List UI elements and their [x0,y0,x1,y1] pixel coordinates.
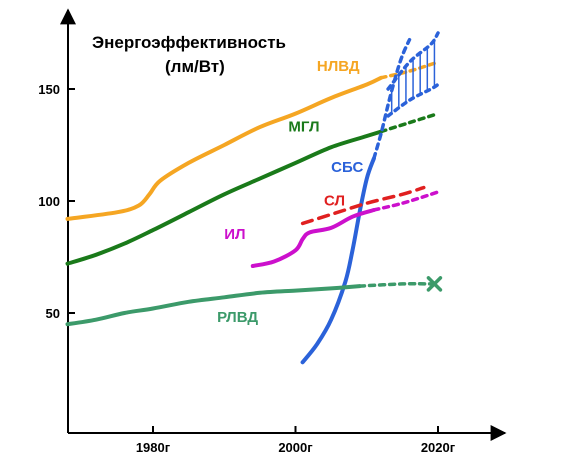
series-1-solid-line [65,129,383,266]
series-4-solid-line [250,208,376,268]
series-3-label: СЛ [324,192,345,209]
series-2-solid-line [300,156,376,365]
series-2-dashed-line [372,37,412,161]
series-3-dashed-line [300,185,426,226]
series-0-solid-line [65,75,383,221]
x-tick-label: 1980г [136,440,171,455]
series-5-end-marker [426,276,443,292]
series-2-label: СБС [331,159,363,176]
series-4-label: ИЛ [224,226,245,243]
series-1-label: МГЛ [288,119,319,136]
series-5-label: РЛВД [217,309,258,326]
series-1-dashed-line [379,111,440,134]
chart-title-line1: Энергоэффективность [92,33,286,52]
series-0-label: НЛВД [317,58,360,75]
x-tick-label: 2020г [421,440,456,455]
y-tick-label: 100 [38,194,60,209]
x-tick-label: 2000г [278,440,313,455]
y-tick-label: 150 [38,82,60,97]
series-5-solid-line [65,284,362,327]
chart-title-line2: (лм/Вт) [165,57,225,76]
series-4-dashed-line [372,190,440,212]
series-2-band-lower [386,82,440,118]
y-tick-label: 50 [46,306,60,321]
series-0-dashed-line [379,60,440,80]
series-2-band-upper [386,31,440,91]
series-5-dashed-line [357,281,433,288]
